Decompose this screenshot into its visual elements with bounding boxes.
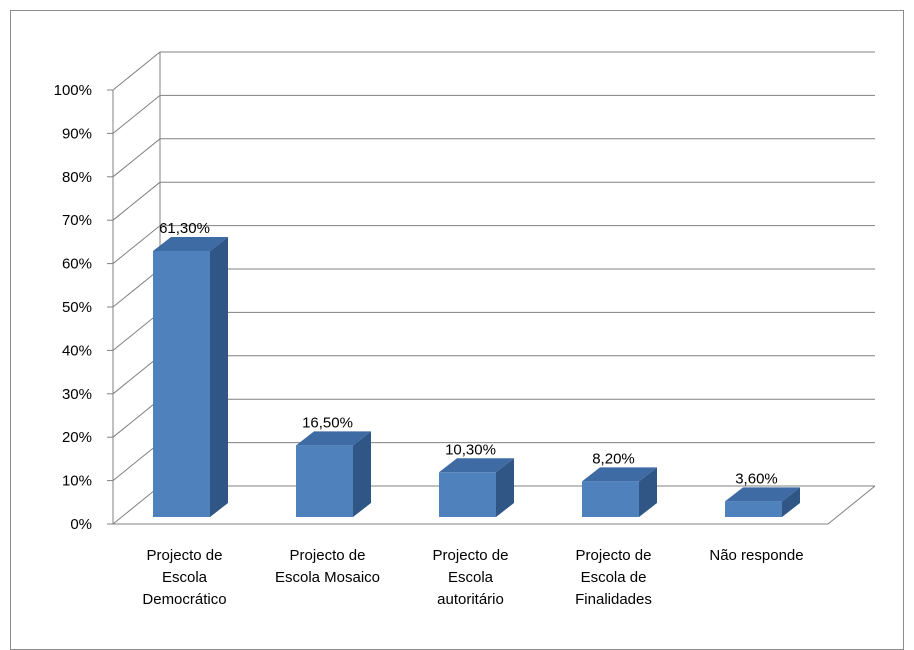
data-label: 8,20% [592,450,635,467]
x-category-label-line: Projecto de [290,547,366,564]
y-tick-label: 90% [62,125,92,142]
bar-side [639,467,657,517]
bar [725,487,800,517]
x-category-label: Projecto de Escola Mosaico [275,547,380,586]
bar [582,467,657,517]
bar-top [582,467,657,482]
x-category-label-line: Escola de [581,569,647,586]
bar-chart: 0% 10% 20% 30% 40% 50% 60% 70% 80% 90% 100% 61,30% P… [54,51,876,608]
x-category-label-line: Escola Mosaico [275,569,380,586]
y-tick-label: 30% [62,386,92,403]
x-category-label: Projecto de Escola Democrático [142,547,226,608]
bar-top [439,458,514,473]
x-category-label-line: Não responde [709,547,803,564]
y-tick-label: 100% [54,82,92,99]
bar [296,431,371,517]
bar-front [439,472,496,517]
x-category-label-line: Projecto de [576,547,652,564]
data-label: 3,60% [735,470,778,487]
x-category-label-line: Finalidades [575,591,652,608]
bar-side [353,431,371,517]
side-gridline [112,442,161,481]
bar-side [210,236,228,517]
side-gridline [112,355,161,395]
side-gridline [112,312,161,351]
bar-top [296,431,371,446]
x-category-label: Projecto de Escola autoritário [433,547,509,608]
side-gridline [112,95,161,134]
data-label: 10,30% [445,441,496,458]
side-gridline [112,268,161,308]
side-gridline [112,398,161,438]
bar-top [725,487,800,502]
side-gridline [112,181,161,221]
x-category-label: Não responde [709,547,803,564]
y-tick-label: 80% [62,169,92,186]
side-gridline [112,225,161,264]
y-tick-label: 50% [62,299,92,316]
bar-top [153,236,228,251]
side-gridline [112,51,161,91]
data-label: 16,50% [302,414,353,431]
y-tick-label: 10% [62,473,92,490]
x-category-label-line: Projecto de [433,547,509,564]
x-category-label-line: Projecto de [147,547,223,564]
y-tick-label: 70% [62,212,92,229]
bar [439,458,514,517]
bar-front [153,250,210,517]
side-gridline [112,138,161,178]
x-category-label-line: autoritário [437,591,504,608]
y-tick-label: 0% [70,516,92,533]
x-category-label-line: Escola [162,569,208,586]
y-tick-label: 40% [62,342,92,359]
bar-front [296,445,353,517]
x-category-label: Projecto de Escola de Finalidades [575,547,652,608]
bar-side [782,487,800,517]
x-category-label-line: Escola [448,569,494,586]
y-tick-label: 60% [62,256,92,273]
y-tick-label: 20% [62,429,92,446]
floor-right-edge [827,485,876,525]
bar [153,236,228,517]
bar-side [496,458,514,517]
side-gridline [112,485,161,525]
bar-front [725,501,782,517]
data-label: 61,30% [159,220,210,237]
x-category-label-line: Democrático [142,591,226,608]
bar-front [582,481,639,517]
